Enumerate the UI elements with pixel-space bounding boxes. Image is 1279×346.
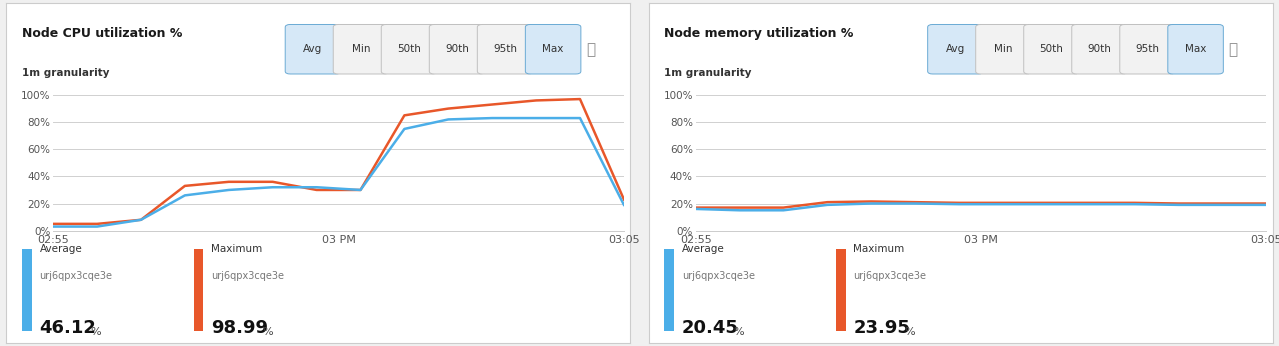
Text: 90th: 90th — [445, 44, 469, 54]
Text: Node memory utilization %: Node memory utilization % — [665, 27, 854, 40]
Text: Maximum: Maximum — [853, 244, 904, 254]
Text: urj6qpx3cqe3e: urj6qpx3cqe3e — [682, 271, 755, 281]
FancyBboxPatch shape — [1120, 25, 1175, 74]
FancyBboxPatch shape — [836, 249, 845, 331]
FancyBboxPatch shape — [334, 25, 389, 74]
Text: urj6qpx3cqe3e: urj6qpx3cqe3e — [211, 271, 284, 281]
FancyBboxPatch shape — [477, 25, 533, 74]
FancyBboxPatch shape — [285, 25, 340, 74]
Text: 98.99: 98.99 — [211, 319, 269, 337]
FancyBboxPatch shape — [381, 25, 437, 74]
FancyBboxPatch shape — [976, 25, 1031, 74]
Text: 95th: 95th — [1136, 44, 1160, 54]
Text: Maximum: Maximum — [211, 244, 262, 254]
Text: Min: Min — [994, 44, 1013, 54]
Text: Average: Average — [40, 244, 82, 254]
Text: 1m granularity: 1m granularity — [22, 68, 110, 78]
FancyBboxPatch shape — [430, 25, 485, 74]
Text: urj6qpx3cqe3e: urj6qpx3cqe3e — [853, 271, 926, 281]
Text: Avg: Avg — [303, 44, 322, 54]
Text: Max: Max — [542, 44, 564, 54]
Text: Node CPU utilization %: Node CPU utilization % — [22, 27, 183, 40]
Text: %: % — [904, 327, 916, 337]
Text: %: % — [733, 327, 743, 337]
FancyBboxPatch shape — [665, 249, 674, 331]
Text: 95th: 95th — [494, 44, 517, 54]
Text: %: % — [262, 327, 272, 337]
FancyBboxPatch shape — [1072, 25, 1127, 74]
Text: 23.95: 23.95 — [853, 319, 911, 337]
Text: ⌖: ⌖ — [586, 42, 595, 57]
FancyBboxPatch shape — [526, 25, 581, 74]
FancyBboxPatch shape — [193, 249, 203, 331]
FancyBboxPatch shape — [1168, 25, 1223, 74]
Text: Avg: Avg — [945, 44, 966, 54]
Text: Max: Max — [1184, 44, 1206, 54]
Text: ⌖: ⌖ — [1228, 42, 1238, 57]
Text: %: % — [91, 327, 101, 337]
FancyBboxPatch shape — [22, 249, 32, 331]
FancyBboxPatch shape — [1023, 25, 1079, 74]
Text: urj6qpx3cqe3e: urj6qpx3cqe3e — [40, 271, 113, 281]
FancyBboxPatch shape — [927, 25, 984, 74]
Text: 1m granularity: 1m granularity — [665, 68, 752, 78]
Text: 46.12: 46.12 — [40, 319, 96, 337]
Text: 50th: 50th — [1040, 44, 1063, 54]
Text: 50th: 50th — [396, 44, 421, 54]
Text: 90th: 90th — [1087, 44, 1111, 54]
Text: Average: Average — [682, 244, 725, 254]
Text: Min: Min — [352, 44, 370, 54]
Text: 20.45: 20.45 — [682, 319, 739, 337]
